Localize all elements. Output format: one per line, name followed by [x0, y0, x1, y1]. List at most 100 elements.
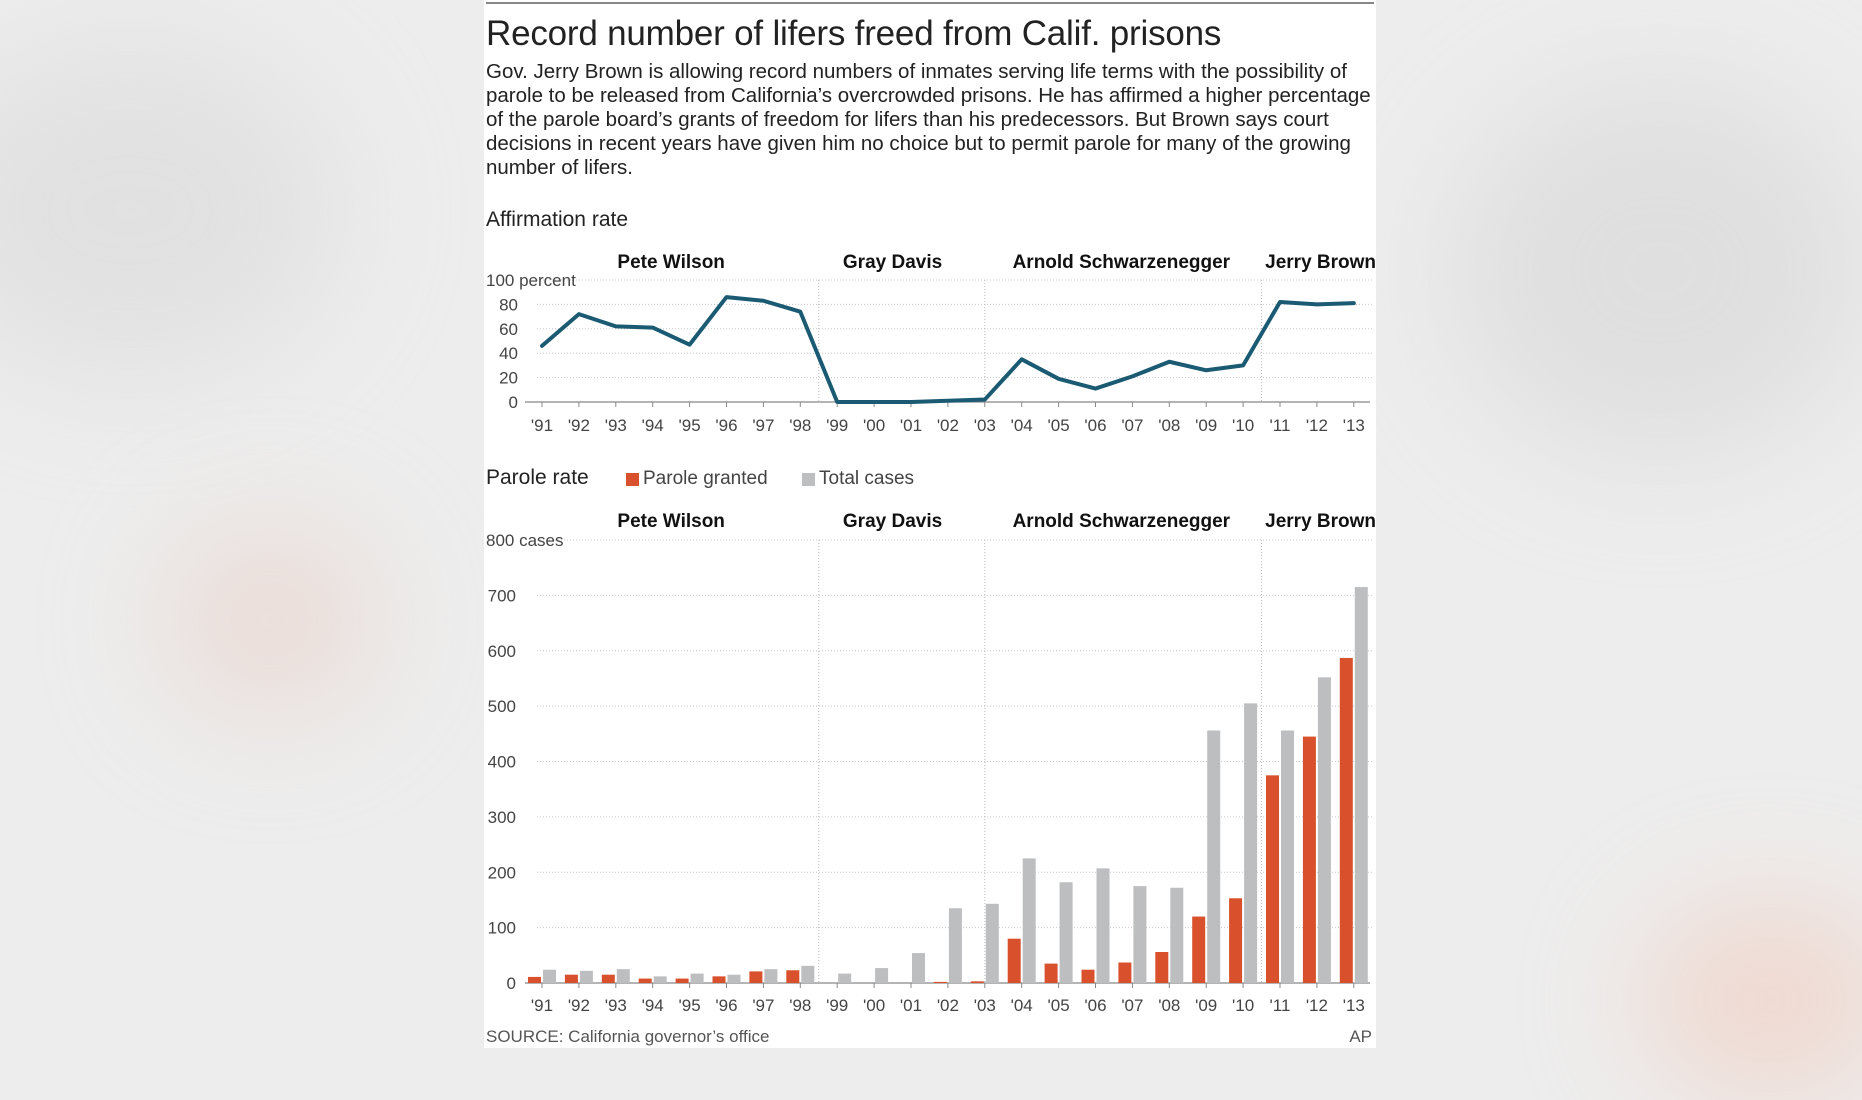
bar-parole-granted	[602, 975, 615, 983]
parole-x-tick-label: '02	[937, 996, 959, 1015]
parole-y-tick-label: 700	[488, 586, 516, 605]
bar-parole-granted	[1266, 775, 1279, 983]
parole-x-tick-label: '04	[1011, 996, 1033, 1015]
bar-total-cases	[728, 975, 741, 983]
affirmation-x-tick-label: '00	[863, 416, 885, 435]
parole-x-tick-label: '00	[863, 996, 885, 1015]
parole-x-tick-label: '07	[1121, 996, 1143, 1015]
source-note: SOURCE: California governor’s office	[486, 1027, 769, 1047]
affirmation-governor-label-gray-davis: Gray Davis	[843, 252, 942, 273]
bar-parole-granted	[1155, 952, 1168, 983]
bar-parole-granted	[971, 981, 984, 983]
parole-y-tick-label: 100	[488, 919, 516, 938]
parole-x-tick-label: '94	[642, 996, 664, 1015]
bar-parole-granted	[1229, 898, 1242, 983]
bar-total-cases	[1244, 703, 1257, 983]
bar-total-cases	[1207, 730, 1220, 983]
affirmation-x-tick-label: '12	[1306, 416, 1328, 435]
parole-governor-label-jerry-brown: Jerry Brown	[1265, 511, 1376, 532]
bar-total-cases	[838, 974, 851, 983]
parole-y-tick-label: 600	[488, 642, 516, 661]
parole-x-tick-label: '96	[715, 996, 737, 1015]
bar-total-cases	[580, 971, 593, 983]
parole-x-tick-label: '98	[789, 996, 811, 1015]
bar-total-cases	[1318, 677, 1331, 983]
affirmation-x-tick-label: '99	[826, 416, 848, 435]
bar-total-cases	[1097, 868, 1110, 983]
parole-y-tick-label: 0	[507, 974, 516, 993]
bar-total-cases	[654, 976, 667, 983]
bar-total-cases	[1023, 858, 1036, 983]
affirmation-x-tick-label: '05	[1048, 416, 1070, 435]
affirmation-x-tick-label: '03	[974, 416, 996, 435]
bar-parole-granted	[1340, 658, 1353, 983]
bar-parole-granted	[565, 975, 578, 983]
bar-parole-granted	[786, 970, 799, 983]
parole-x-tick-label: '91	[531, 996, 553, 1015]
affirmation-y-tick-label: 20	[499, 369, 518, 388]
bar-total-cases	[875, 968, 888, 983]
bar-parole-granted	[1303, 737, 1316, 983]
affirmation-x-tick-label: '97	[752, 416, 774, 435]
affirmation-x-tick-label: '11	[1270, 416, 1291, 435]
parole-governor-label-gray-davis: Gray Davis	[843, 511, 942, 532]
bar-total-cases	[912, 953, 925, 983]
bar-total-cases	[617, 969, 630, 983]
affirmation-y-tick-label: 100 percent	[486, 271, 576, 290]
parole-x-tick-label: '12	[1306, 996, 1328, 1015]
affirmation-x-tick-label: '96	[715, 416, 737, 435]
bar-parole-granted	[1008, 939, 1021, 983]
affirmation-rate-line	[542, 297, 1354, 402]
bar-parole-granted	[639, 979, 652, 983]
bar-parole-granted	[528, 977, 541, 983]
affirmation-x-tick-label: '06	[1084, 416, 1106, 435]
bar-parole-granted	[713, 976, 726, 983]
parole-x-tick-label: '01	[900, 996, 922, 1015]
bar-total-cases	[1133, 886, 1146, 983]
parole-governor-label-pete-wilson: Pete Wilson	[617, 511, 725, 532]
parole-x-tick-label: '09	[1195, 996, 1217, 1015]
parole-x-tick-label: '05	[1048, 996, 1070, 1015]
parole-x-tick-label: '03	[974, 996, 996, 1015]
parole-x-tick-label: '92	[568, 996, 590, 1015]
parole-y-tick-label: 800 cases	[486, 531, 564, 550]
parole-x-tick-label: '10	[1232, 996, 1254, 1015]
bar-total-cases	[986, 904, 999, 983]
bar-parole-granted	[1082, 970, 1095, 983]
affirmation-y-tick-label: 80	[499, 295, 518, 314]
affirmation-x-tick-label: '09	[1195, 416, 1217, 435]
affirmation-x-tick-label: '93	[605, 416, 627, 435]
bar-total-cases	[691, 974, 704, 983]
bar-total-cases	[801, 966, 814, 983]
affirmation-x-tick-label: '10	[1232, 416, 1254, 435]
bar-parole-granted	[934, 982, 947, 983]
parole-x-tick-label: '13	[1343, 996, 1365, 1015]
parole-x-tick-label: '93	[605, 996, 627, 1015]
affirmation-x-tick-label: '94	[642, 416, 664, 435]
affirmation-x-tick-label: '04	[1011, 416, 1033, 435]
parole-x-tick-label: '95	[679, 996, 701, 1015]
parole-x-tick-label: '06	[1084, 996, 1106, 1015]
bar-total-cases	[764, 969, 777, 983]
parole-governor-label-arnold-schwarzenegger: Arnold Schwarzenegger	[1013, 511, 1231, 532]
parole-y-tick-label: 500	[488, 697, 516, 716]
parole-x-tick-label: '97	[752, 996, 774, 1015]
bar-parole-granted	[676, 979, 689, 983]
bar-total-cases	[543, 970, 556, 983]
affirmation-x-tick-label: '92	[568, 416, 590, 435]
bar-total-cases	[1170, 888, 1183, 983]
bar-parole-granted	[1192, 917, 1205, 983]
affirmation-x-tick-label: '07	[1121, 416, 1143, 435]
bar-parole-granted	[749, 971, 762, 983]
affirmation-governor-label-jerry-brown: Jerry Brown	[1265, 252, 1376, 273]
parole-x-tick-label: '99	[826, 996, 848, 1015]
infographic-panel: Record number of lifers freed from Calif…	[484, 0, 1376, 1048]
bar-total-cases	[1355, 587, 1368, 983]
affirmation-y-tick-label: 60	[499, 320, 518, 339]
bar-total-cases	[1060, 882, 1073, 983]
affirmation-x-tick-label: '02	[937, 416, 959, 435]
affirmation-y-tick-label: 0	[509, 393, 518, 412]
affirmation-governor-label-pete-wilson: Pete Wilson	[617, 252, 725, 273]
bar-parole-granted	[1118, 963, 1131, 983]
